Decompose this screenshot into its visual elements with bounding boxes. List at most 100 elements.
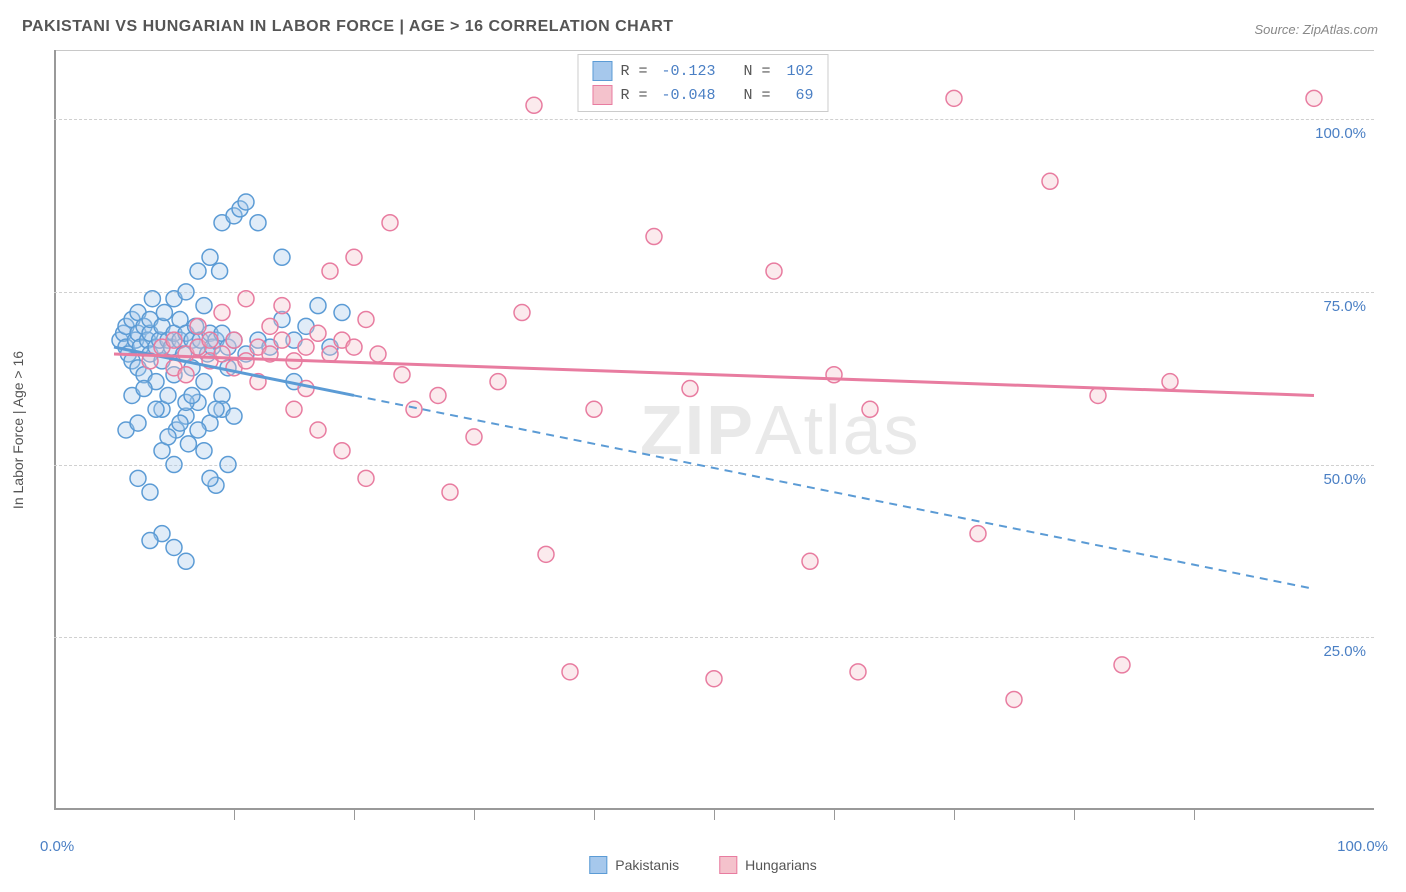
scatter-point xyxy=(250,215,266,231)
scatter-point xyxy=(946,90,962,106)
scatter-point xyxy=(202,249,218,265)
scatter-point xyxy=(156,305,172,321)
scatter-point xyxy=(646,229,662,245)
legend-item-pakistanis: Pakistanis xyxy=(589,856,679,874)
x-min-label: 0.0% xyxy=(40,838,74,855)
scatter-point xyxy=(370,346,386,362)
scatter-point xyxy=(190,422,206,438)
stats-swatch-pakistanis xyxy=(592,61,612,81)
trend-line-dashed xyxy=(354,395,1314,588)
scatter-point xyxy=(358,470,374,486)
legend-label-hungarians: Hungarians xyxy=(745,857,817,873)
x-tick-mark xyxy=(474,810,475,820)
scatter-point xyxy=(1090,387,1106,403)
scatter-point xyxy=(346,249,362,265)
scatter-point xyxy=(178,367,194,383)
scatter-point xyxy=(262,318,278,334)
legend-item-hungarians: Hungarians xyxy=(719,856,817,874)
scatter-point xyxy=(274,332,290,348)
scatter-point xyxy=(202,332,218,348)
scatter-point xyxy=(1306,90,1322,106)
x-tick-mark xyxy=(1074,810,1075,820)
scatter-point xyxy=(184,387,200,403)
scatter-point xyxy=(766,263,782,279)
scatter-point xyxy=(562,664,578,680)
scatter-point xyxy=(274,249,290,265)
scatter-point xyxy=(682,381,698,397)
scatter-point xyxy=(196,298,212,314)
scatter-point xyxy=(430,387,446,403)
scatter-point xyxy=(196,374,212,390)
scatter-point xyxy=(310,422,326,438)
scatter-point xyxy=(274,298,290,314)
scatter-point xyxy=(970,526,986,542)
scatter-point xyxy=(226,408,242,424)
scatter-point xyxy=(298,381,314,397)
x-tick-mark xyxy=(234,810,235,820)
stats-n-label: N = xyxy=(744,63,771,80)
scatter-point xyxy=(172,415,188,431)
scatter-point xyxy=(286,401,302,417)
scatter-point xyxy=(148,401,164,417)
scatter-point xyxy=(196,443,212,459)
scatter-point xyxy=(1162,374,1178,390)
x-tick-mark xyxy=(954,810,955,820)
scatter-point xyxy=(442,484,458,500)
x-tick-mark xyxy=(1194,810,1195,820)
scatter-point xyxy=(586,401,602,417)
scatter-point xyxy=(538,546,554,562)
scatter-point xyxy=(142,484,158,500)
scatter-point xyxy=(166,539,182,555)
scatter-point xyxy=(862,401,878,417)
scatter-point xyxy=(322,263,338,279)
scatter-point xyxy=(526,97,542,113)
scatter-point xyxy=(160,429,176,445)
scatter-point xyxy=(298,339,314,355)
scatter-point xyxy=(130,415,146,431)
scatter-point xyxy=(466,429,482,445)
scatter-point xyxy=(490,374,506,390)
chart-container: PAKISTANI VS HUNGARIAN IN LABOR FORCE | … xyxy=(0,0,1406,892)
x-tick-mark xyxy=(594,810,595,820)
scatter-point xyxy=(142,533,158,549)
scatter-point xyxy=(238,353,254,369)
scatter-point xyxy=(394,367,410,383)
scatter-point xyxy=(382,215,398,231)
scatter-point xyxy=(214,305,230,321)
scatter-point xyxy=(1042,173,1058,189)
scatter-point xyxy=(144,291,160,307)
scatter-point xyxy=(190,263,206,279)
scatter-point xyxy=(166,457,182,473)
scatter-plot-svg xyxy=(54,50,1374,810)
scatter-point xyxy=(212,263,228,279)
scatter-point xyxy=(358,311,374,327)
y-axis-label: In Labor Force | Age > 16 xyxy=(10,351,26,509)
scatter-point xyxy=(1114,657,1130,673)
scatter-point xyxy=(346,339,362,355)
scatter-point xyxy=(136,381,152,397)
x-tick-mark xyxy=(834,810,835,820)
stats-r-label: R = xyxy=(620,63,647,80)
scatter-point xyxy=(1006,691,1022,707)
stats-r-label-2: R = xyxy=(620,87,647,104)
x-tick-mark xyxy=(354,810,355,820)
legend-bottom: Pakistanis Hungarians xyxy=(589,856,816,874)
scatter-point xyxy=(310,325,326,341)
scatter-point xyxy=(178,553,194,569)
scatter-point xyxy=(706,671,722,687)
scatter-point xyxy=(322,346,338,362)
stats-swatch-hungarians xyxy=(592,85,612,105)
scatter-point xyxy=(202,470,218,486)
scatter-point xyxy=(190,318,206,334)
scatter-point xyxy=(214,346,230,362)
scatter-point xyxy=(208,401,224,417)
scatter-point xyxy=(130,470,146,486)
scatter-point xyxy=(406,401,422,417)
scatter-point xyxy=(178,284,194,300)
scatter-point xyxy=(160,387,176,403)
scatter-point xyxy=(238,291,254,307)
scatter-point xyxy=(334,305,350,321)
legend-swatch-hungarians xyxy=(719,856,737,874)
scatter-point xyxy=(238,194,254,210)
scatter-point xyxy=(180,436,196,452)
